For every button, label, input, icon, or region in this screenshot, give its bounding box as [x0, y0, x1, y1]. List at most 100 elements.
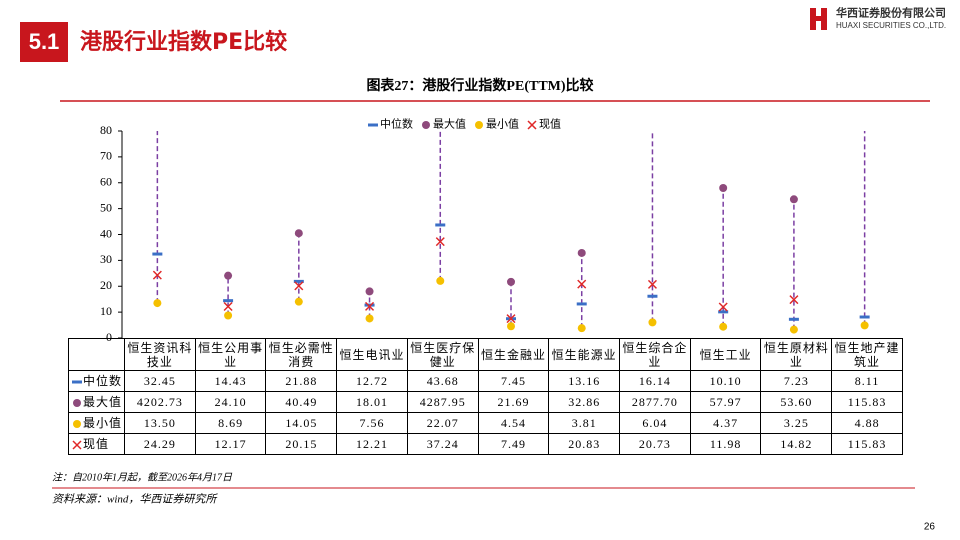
value-cell: 24.29 — [124, 433, 196, 455]
value-cell: 20.73 — [619, 433, 691, 455]
value-cell: 8.11 — [831, 370, 903, 392]
dot-mark — [294, 229, 303, 238]
x-mark — [647, 279, 657, 289]
value-cell: 4.88 — [831, 412, 903, 434]
table-row: 最小值 13.50 8.69 14.05 7.56 22.07 4.54 3.81 6.04 4.… — [67, 412, 903, 434]
dot-mark — [73, 399, 81, 408]
legend-label: 现值 — [539, 118, 561, 131]
value-cell: 43.68 — [406, 370, 479, 392]
value-cell: 14.05 — [265, 412, 338, 434]
value-cell: 10.10 — [689, 370, 762, 392]
value-cell: 12.17 — [194, 433, 267, 455]
value-cell: 14.82 — [760, 433, 833, 455]
value-cell: 11.98 — [689, 433, 762, 455]
category-cell: 恒生原材料业 — [760, 338, 833, 371]
row-label-text: 最小值 — [83, 416, 123, 430]
row-label: 最小值 — [67, 412, 126, 434]
dot-mark — [507, 277, 515, 286]
logo — [810, 8, 816, 30]
category-cell: 恒生工业 — [689, 338, 762, 371]
dot-mark — [422, 121, 430, 129]
y-tick-label: 40 — [100, 226, 112, 240]
table-row: 中位数 32.45 14.43 21.88 12.72 43.68 7.45 13.16 16.… — [67, 370, 903, 392]
category-cell: 恒生公用事业 — [194, 338, 267, 371]
y-tick-label: 30 — [100, 252, 112, 266]
legend-label: 中位数 — [380, 117, 413, 131]
dot-mark — [719, 322, 728, 331]
dot-mark — [648, 318, 657, 327]
category-cell: 恒生能源业 — [548, 338, 621, 371]
y-tick-label: 0 — [106, 330, 112, 344]
section-box — [20, 22, 68, 62]
x-mark — [152, 270, 162, 280]
row-label-text: 中位数 — [83, 374, 123, 388]
row-label-text: 最大值 — [83, 395, 123, 409]
category-cell: 恒生金融业 — [477, 338, 550, 371]
x-mark — [861, 34, 869, 42]
value-cell: 7.45 — [477, 370, 550, 392]
x-mark — [365, 301, 375, 311]
x-mark — [223, 301, 233, 312]
legend-symbol — [73, 420, 81, 429]
table-row: 现值 24.29 12.17 20.15 12.21 37.24 7.49 20.83 20.7… — [67, 433, 903, 455]
category-cell: 恒生医疗保健业 — [406, 338, 479, 371]
dot-mark — [224, 311, 233, 320]
category-cell: 恒生必需性消费 — [265, 338, 338, 371]
value-cell: 32.86 — [548, 391, 621, 413]
value-cell: 22.07 — [406, 412, 479, 434]
data-table: 恒生资讯科技业 恒生公用事业 恒生必需性消费 恒生电讯业 恒生医疗保健业 恒生金融业 恒生能… — [67, 338, 903, 455]
legend-label: 最小值 — [486, 118, 519, 131]
row-label: 现值 — [67, 433, 126, 455]
value-cell: 32.45 — [124, 370, 196, 392]
value-cell: 6.04 — [619, 412, 691, 434]
dot-mark — [507, 322, 515, 331]
legend-symbol — [73, 399, 81, 408]
table-header: 恒生资讯科技业 恒生公用事业 恒生必需性消费 恒生电讯业 恒生医疗保健业 恒生金融业 恒生能… — [67, 338, 903, 371]
table-row: 最大值 4202.73 24.10 40.49 18.01 4287.95 21.69 32.… — [67, 391, 903, 413]
value-cell: 21.88 — [265, 370, 338, 392]
x-mark — [435, 237, 445, 247]
value-cell: 13.50 — [124, 412, 196, 434]
corner-cell — [67, 338, 126, 371]
dot-mark — [577, 324, 586, 333]
note: 注：自2010年1月起，截至2026年4月17日 — [52, 471, 233, 483]
value-cell: 2877.70 — [619, 391, 691, 413]
x-mark — [718, 302, 728, 312]
category-cell: 恒生电讯业 — [336, 338, 408, 371]
value-cell: 115.83 — [831, 433, 903, 455]
value-cell: 12.72 — [336, 370, 408, 392]
logo — [814, 16, 824, 21]
value-cell: 4.54 — [477, 412, 550, 434]
dot-mark — [365, 314, 374, 323]
value-cell: 18.01 — [336, 391, 408, 413]
value-cell: 4.37 — [689, 412, 762, 434]
value-cell: 4287.95 — [406, 391, 479, 413]
value-cell: 12.21 — [336, 433, 408, 455]
x-mark — [577, 279, 587, 289]
value-cell: 8.69 — [194, 412, 267, 434]
dot-mark — [153, 299, 162, 308]
page-number: 26 — [924, 522, 936, 533]
dot-mark — [789, 325, 798, 334]
value-cell: 21.69 — [477, 391, 550, 413]
value-cell: 7.56 — [336, 412, 408, 434]
value-cell: 3.81 — [548, 412, 621, 434]
dot-mark — [577, 248, 586, 257]
category-cell: 恒生资讯科技业 — [124, 338, 196, 371]
dot-mark — [73, 420, 81, 429]
source: 资料来源：wind，华西证券研究所 — [52, 493, 218, 506]
category-cell: 恒生综合企业 — [619, 338, 691, 371]
company-name-en: HUAXI SECURITIES CO.,LTD. — [836, 21, 946, 30]
row-label: 中位数 — [67, 370, 126, 392]
value-cell: 40.49 — [265, 391, 338, 413]
value-cell: 57.97 — [689, 391, 762, 413]
category-cell: 恒生地产建筑业 — [831, 338, 903, 371]
legend-label: 最大值 — [433, 117, 466, 131]
dot-mark — [789, 195, 798, 204]
legend-symbol — [72, 380, 82, 384]
x-mark — [789, 295, 799, 305]
value-cell: 24.10 — [194, 391, 267, 413]
chart-title: 图表27：港股行业指数PE(TTM)比较 — [366, 77, 593, 94]
